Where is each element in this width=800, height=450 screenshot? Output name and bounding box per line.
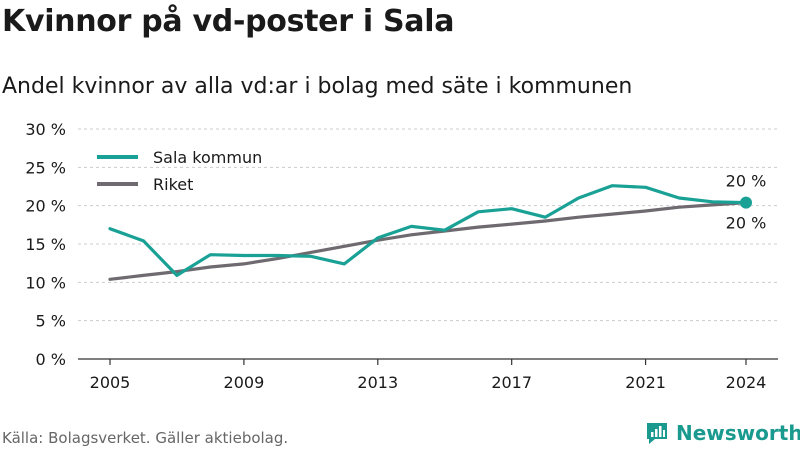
legend-label: Riket: [153, 175, 193, 194]
x-tick-label: 2024: [726, 373, 767, 392]
series-layer: [108, 184, 752, 281]
chart-subtitle: Andel kvinnor av alla vd:ar i bolag med …: [2, 74, 633, 99]
series-line-sala: [108, 184, 748, 277]
x-tick-label: 2013: [357, 373, 398, 392]
legend-label: Sala kommun: [153, 148, 262, 167]
chart-title: Kvinnor på vd-poster i Sala: [2, 4, 455, 39]
end-point-marker: [740, 196, 752, 209]
y-tick-label: 0 %: [36, 350, 66, 369]
y-tick-label: 20 %: [25, 197, 66, 216]
y-tick-label: 30 %: [25, 120, 66, 139]
end-label-riket: 20 %: [726, 214, 767, 233]
y-tick-label: 5 %: [36, 312, 66, 331]
grid-layer: 0 % 5 % 10 % 15 % 20 % 25 % 30 %: [25, 120, 778, 369]
y-tick-label: 10 %: [25, 273, 66, 292]
source-note: Källa: Bolagsverket. Gäller aktiebolag.: [2, 429, 289, 447]
x-tick-label: 2021: [625, 373, 666, 392]
y-tick-label: 15 %: [25, 235, 66, 254]
x-tick-label: 2009: [224, 373, 265, 392]
x-axis: 2005 2009 2013 2017 2021 2024: [78, 358, 778, 392]
end-labels: 20 % 20 %: [726, 172, 767, 233]
end-label-sala: 20 %: [726, 172, 767, 191]
legend: Sala kommun Riket: [97, 148, 262, 194]
x-tick-label: 2017: [491, 373, 532, 392]
brand-logo: Newsworthy: [644, 420, 800, 446]
newsworthy-logo-icon: [647, 423, 667, 444]
brand-name: Newsworthy: [676, 421, 800, 445]
x-tick-label: 2005: [90, 373, 131, 392]
series-line-riket: [108, 201, 748, 281]
y-tick-label: 25 %: [25, 158, 66, 177]
